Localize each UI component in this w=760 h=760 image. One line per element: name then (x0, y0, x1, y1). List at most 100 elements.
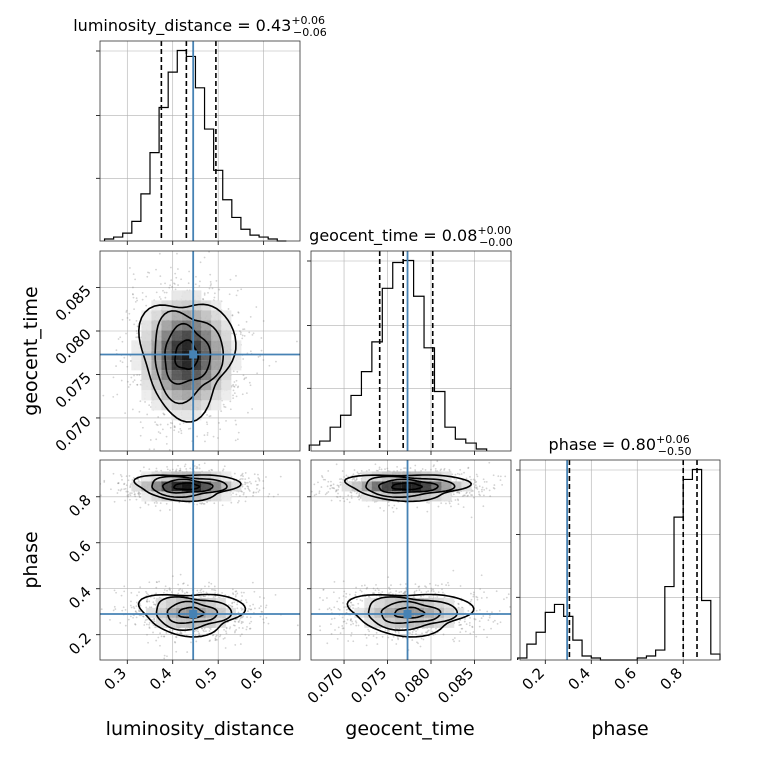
sample-point (132, 296, 135, 299)
sample-point (230, 384, 233, 387)
sample-point (342, 497, 345, 500)
sample-point (482, 478, 485, 481)
sample-point (133, 607, 136, 610)
sample-point (404, 591, 406, 594)
density-bin (171, 410, 182, 421)
sample-point (141, 291, 144, 294)
sample-point (478, 625, 481, 628)
sample-point (112, 395, 115, 398)
sample-point (130, 492, 133, 495)
density-bin (171, 400, 182, 411)
density-bin (221, 340, 232, 351)
sample-point (240, 599, 243, 602)
sample-point (337, 492, 339, 495)
sample-point (126, 317, 129, 319)
sample-point (263, 597, 265, 599)
sample-point (499, 475, 502, 478)
density-bin (211, 400, 222, 411)
sample-point (198, 467, 201, 470)
sample-point (183, 465, 186, 468)
sample-point (139, 470, 142, 472)
sample-point (135, 498, 138, 501)
sample-point (208, 251, 210, 253)
contour-line (137, 593, 247, 638)
sample-point (155, 423, 158, 426)
sample-point (188, 270, 191, 273)
sample-point (318, 490, 321, 493)
density-bin (221, 390, 232, 401)
sample-point (174, 426, 176, 428)
sample-point (119, 473, 122, 476)
contour-line (166, 600, 219, 624)
density-bin (221, 380, 232, 391)
sample-point (488, 489, 491, 492)
sample-point (499, 479, 502, 482)
sample-point (250, 608, 253, 611)
sample-point (424, 469, 427, 471)
sample-point (184, 630, 187, 633)
density-bin (181, 320, 192, 331)
sample-point (359, 497, 362, 499)
sample-point (242, 374, 245, 377)
sample-point (252, 492, 255, 494)
sample-point (179, 588, 182, 590)
sample-point (257, 477, 260, 479)
sample-point (225, 627, 228, 630)
sample-point (233, 624, 236, 627)
sample-point (254, 607, 256, 610)
sample-point (165, 631, 168, 634)
sample-point (194, 283, 197, 286)
sample-point (125, 490, 128, 493)
sample-point (147, 641, 149, 644)
sample-point (473, 486, 476, 489)
sample-point (236, 386, 239, 389)
sample-point (166, 655, 168, 658)
sample-point (213, 502, 216, 505)
sample-point (451, 473, 454, 476)
sample-point (432, 465, 435, 468)
sample-point (472, 496, 475, 499)
sample-point (238, 626, 241, 629)
density-bin (201, 481, 212, 492)
sample-point (168, 448, 171, 451)
sample-point (139, 610, 142, 613)
sample-point (122, 606, 125, 609)
sample-point (275, 360, 277, 363)
sample-point (163, 635, 166, 638)
sample-point (358, 495, 361, 497)
sample-point (215, 635, 217, 638)
sample-point (215, 638, 218, 641)
sample-point (462, 506, 465, 509)
sample-point (213, 296, 216, 299)
truth-marker (189, 610, 198, 619)
sample-point (335, 489, 338, 492)
sample-point (223, 405, 226, 408)
sample-point (139, 421, 142, 424)
sample-point (471, 490, 474, 492)
sample-point (136, 332, 139, 335)
sample-point (164, 585, 167, 588)
density-bin (171, 380, 182, 391)
sample-point (360, 472, 362, 475)
sample-point (355, 476, 358, 479)
sample-point (136, 374, 139, 376)
sample-point (256, 372, 259, 375)
density-bin (221, 330, 232, 341)
sample-point (134, 610, 137, 613)
sample-point (169, 469, 171, 472)
sample-point (330, 480, 332, 483)
sample-point (198, 591, 200, 594)
contour-geocent_time-vs-phase: 0.070 0.075 0.080 0.085 (304, 459, 512, 707)
histogram-geocent_time-1d: geocent_time = 0.08+0.00 −0.00 (307, 224, 513, 455)
sample-point (169, 266, 172, 269)
sample-point (156, 424, 159, 427)
sample-point (235, 384, 237, 386)
sample-point (159, 275, 162, 278)
x-tick-label: 0.2 (519, 664, 549, 694)
sample-point (470, 478, 472, 481)
density-bin (141, 481, 152, 492)
sample-point (185, 468, 188, 470)
sample-point (165, 435, 168, 438)
sample-point (242, 608, 244, 610)
